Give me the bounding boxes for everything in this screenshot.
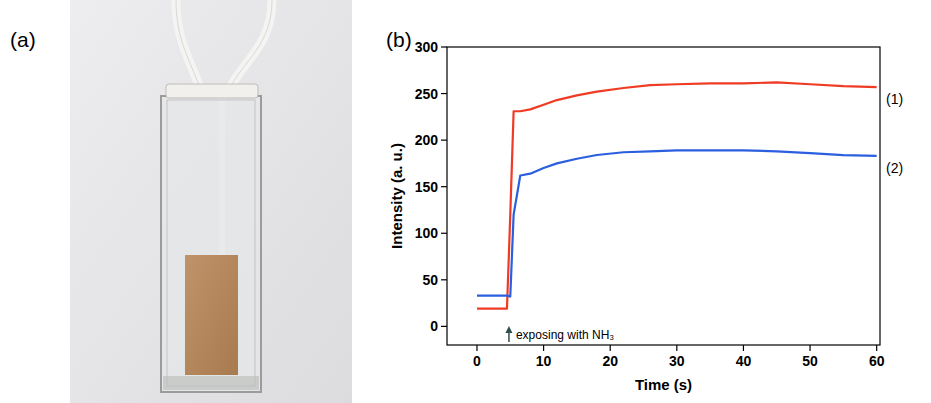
- y-tick-label: 250: [415, 86, 439, 102]
- panel-label: (a): [10, 28, 36, 51]
- y-tick-label: 0: [430, 318, 438, 334]
- x-tick-label: 60: [869, 353, 885, 369]
- figure: (a) (b) 0 10 20 30 40 50 60 0 50 100 150 200 250 300 Tim…: [0, 0, 931, 403]
- y-tick: [441, 140, 447, 141]
- x-tick-label: 50: [802, 353, 818, 369]
- y-tick-label: 150: [415, 179, 439, 195]
- series-line: [477, 82, 877, 308]
- y-axis-title: Intensity (a. u.): [388, 143, 405, 249]
- plot-area: [477, 82, 877, 308]
- x-tick-label: 10: [536, 353, 552, 369]
- series-label: (1): [886, 91, 903, 107]
- x-tick-label: 0: [473, 353, 481, 369]
- photo-background: [70, 0, 352, 403]
- x-tick-label: 20: [602, 353, 618, 369]
- y-tick: [441, 279, 447, 280]
- y-tick: [441, 93, 447, 94]
- y-tick-label: 300: [415, 39, 439, 55]
- y-tick: [441, 326, 447, 327]
- x-tick: [809, 345, 810, 351]
- x-axis-title: Time (s): [635, 376, 692, 393]
- paper-strip: [185, 255, 238, 375]
- y-tick-label: 100: [415, 225, 439, 241]
- y-tick: [441, 46, 447, 47]
- y-tick: [441, 186, 447, 187]
- x-tick: [876, 345, 877, 351]
- annotation: exposing with NH₃: [505, 326, 614, 342]
- cuvette-inner: [167, 100, 255, 386]
- plot-frame: [447, 47, 880, 345]
- tube: [230, 0, 272, 88]
- x-tick: [610, 345, 611, 351]
- x-tick-label: 40: [736, 353, 752, 369]
- panel-a: [70, 0, 352, 403]
- x-tick: [743, 345, 744, 351]
- x-tick: [476, 345, 477, 351]
- series-line: [477, 150, 877, 296]
- annotation-arrowhead: [505, 326, 512, 333]
- tube-edge: [176, 0, 200, 88]
- y-tick-label: 200: [415, 132, 439, 148]
- x-tick-label: 30: [669, 353, 685, 369]
- tube: [176, 0, 200, 88]
- series-labels: (1) (2): [886, 91, 903, 176]
- y-tick: [441, 233, 447, 234]
- panel-label: (b): [386, 28, 412, 51]
- annotation-arrow: [508, 332, 510, 342]
- annotation-text: exposing with NH₃: [516, 328, 614, 342]
- tube-edge: [230, 0, 272, 88]
- y-tick-label: 50: [422, 272, 438, 288]
- x-tick: [676, 345, 677, 351]
- cuvette-base: [163, 376, 259, 390]
- cuvette: [161, 96, 261, 392]
- series-label: (2): [886, 160, 903, 176]
- x-tick: [543, 345, 544, 351]
- axes: 0 10 20 30 40 50 60 0 50 100 150 200 250 300 Time (s) I…: [388, 39, 884, 393]
- cuvette-cap: [166, 84, 258, 98]
